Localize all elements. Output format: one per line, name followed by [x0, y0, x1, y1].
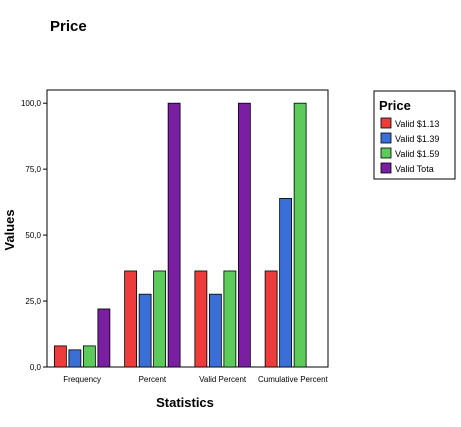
legend-swatch [380, 162, 392, 174]
bar [68, 349, 82, 368]
x-axis: Frequency Percent Valid Percent Cumulative … [63, 375, 328, 384]
legend-label: Valid Tota [395, 164, 434, 174]
y-tick-label: 75,0 [25, 165, 41, 174]
bar [167, 102, 181, 368]
bar [53, 345, 67, 368]
legend-swatch [380, 147, 392, 159]
bar [279, 198, 293, 368]
legend-swatch [380, 117, 392, 129]
x-tick-label: Frequency [63, 375, 101, 384]
y-tick-label: 100,0 [21, 99, 42, 108]
y-axis-label: Values [2, 209, 17, 250]
y-axis: 0,0 25,0 50,0 75,0 100,0 [21, 99, 47, 372]
legend-swatch [380, 132, 392, 144]
bar [264, 270, 278, 368]
bar [293, 102, 307, 368]
bar [124, 270, 138, 368]
legend-items: Valid $1.13 Valid $1.39 Valid $1.59 Valid T… [380, 117, 439, 174]
bar [237, 102, 251, 368]
legend-label: Valid $1.39 [395, 134, 439, 144]
x-tick-label: Valid Percent [199, 375, 247, 384]
legend-title: Price [379, 98, 411, 113]
bar [194, 270, 208, 368]
bars [53, 102, 307, 368]
y-tick-label: 50,0 [25, 231, 41, 240]
bar [223, 270, 237, 368]
x-tick-label: Percent [139, 375, 167, 384]
legend-label: Valid $1.59 [395, 149, 439, 159]
chart-title: Price [50, 18, 87, 35]
legend-label: Valid $1.13 [395, 119, 439, 129]
y-tick-label: 0,0 [30, 363, 42, 372]
x-tick-label: Cumulative Percent [258, 375, 329, 384]
y-tick-label: 25,0 [25, 297, 41, 306]
bar [208, 293, 222, 368]
bar [153, 270, 167, 368]
bar [82, 345, 96, 368]
bar [97, 308, 111, 368]
bar [138, 293, 152, 368]
x-axis-label: Statistics [156, 395, 214, 410]
